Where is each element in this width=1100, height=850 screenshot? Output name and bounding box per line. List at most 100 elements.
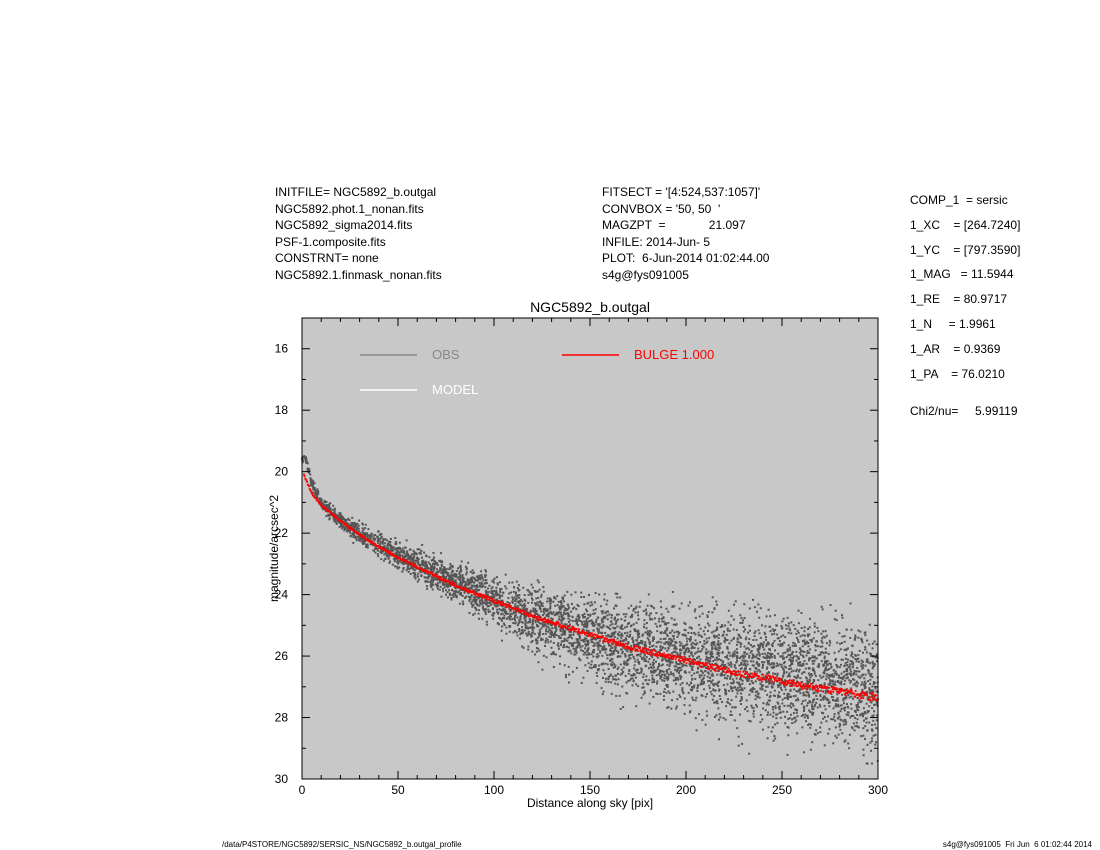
obs-point (525, 607, 528, 610)
obs-point (763, 641, 766, 644)
obs-point (480, 570, 483, 573)
obs-point (541, 605, 544, 608)
obs-point (555, 611, 558, 614)
obs-point (694, 717, 697, 720)
obs-point (559, 637, 562, 640)
obs-point (655, 645, 658, 648)
obs-point (717, 658, 720, 661)
obs-point (312, 479, 315, 482)
obs-point (852, 714, 855, 717)
obs-point (620, 668, 623, 671)
obs-point (374, 533, 377, 536)
obs-point (668, 665, 671, 668)
obs-point (681, 689, 684, 692)
obs-point (692, 655, 695, 658)
obs-point (709, 690, 712, 693)
obs-point (823, 661, 826, 664)
obs-point (637, 653, 640, 656)
obs-point (323, 499, 326, 502)
obs-point (465, 584, 468, 587)
obs-point (824, 636, 827, 639)
obs-point (378, 544, 381, 547)
obs-point (864, 634, 867, 637)
obs-point (811, 660, 814, 663)
obs-point (401, 561, 404, 564)
obs-point (523, 598, 526, 601)
obs-point (797, 664, 800, 667)
obs-point (464, 596, 467, 599)
obs-point (675, 662, 678, 665)
obs-point (672, 650, 675, 653)
obs-point (615, 674, 618, 677)
obs-point (575, 641, 578, 644)
obs-point (544, 640, 547, 643)
obs-point (430, 567, 433, 570)
obs-point (461, 600, 464, 603)
obs-point (719, 647, 722, 650)
obs-point (396, 559, 399, 562)
obs-point (538, 614, 541, 617)
obs-point (873, 640, 876, 643)
obs-point (498, 608, 501, 611)
obs-point (852, 722, 855, 725)
obs-point (554, 604, 557, 607)
obs-point (679, 677, 682, 680)
obs-point (749, 689, 752, 692)
obs-point (820, 683, 823, 686)
obs-point (733, 719, 736, 722)
obs-point (524, 599, 527, 602)
obs-point (871, 662, 874, 665)
obs-point (701, 644, 704, 647)
obs-point (716, 702, 719, 705)
obs-point (855, 673, 858, 676)
obs-point (773, 639, 776, 642)
obs-point (496, 608, 499, 611)
obs-point (413, 559, 416, 562)
obs-point (499, 617, 502, 620)
obs-point (747, 642, 750, 645)
obs-point (599, 650, 602, 653)
obs-point (657, 666, 660, 669)
obs-point (788, 627, 791, 630)
obs-point (813, 698, 816, 701)
obs-point (373, 538, 376, 541)
obs-point (549, 624, 552, 627)
obs-point (779, 711, 782, 714)
obs-point (596, 641, 599, 644)
obs-point (439, 581, 442, 584)
obs-point (661, 647, 664, 650)
obs-point (544, 623, 547, 626)
obs-point (683, 712, 686, 715)
obs-point (349, 524, 352, 527)
obs-point (320, 500, 323, 503)
obs-point (823, 683, 826, 686)
obs-point (446, 586, 449, 589)
obs-point (401, 570, 404, 573)
obs-point (491, 607, 494, 610)
obs-point (846, 670, 849, 673)
obs-point (663, 642, 666, 645)
obs-point (465, 567, 468, 570)
obs-point (574, 648, 577, 651)
obs-point (706, 651, 709, 654)
obs-point (537, 596, 540, 599)
obs-point (734, 706, 737, 709)
obs-point (664, 657, 667, 660)
obs-point (820, 721, 823, 724)
obs-point (706, 714, 709, 717)
obs-point (566, 603, 569, 606)
obs-point (842, 723, 845, 726)
obs-point (813, 659, 816, 662)
fit-parameters-column: COMP_1 = sersic 1_XC = [264.7240] 1_YC =… (910, 192, 1020, 428)
obs-point (628, 654, 631, 657)
obs-point (830, 696, 833, 699)
obs-point (855, 704, 858, 707)
obs-point (338, 513, 341, 516)
obs-point (845, 628, 848, 631)
obs-point (380, 541, 383, 544)
obs-point (862, 683, 865, 686)
obs-point (511, 601, 514, 604)
obs-point (561, 596, 564, 599)
obs-point (486, 587, 489, 590)
obs-point (493, 599, 496, 602)
